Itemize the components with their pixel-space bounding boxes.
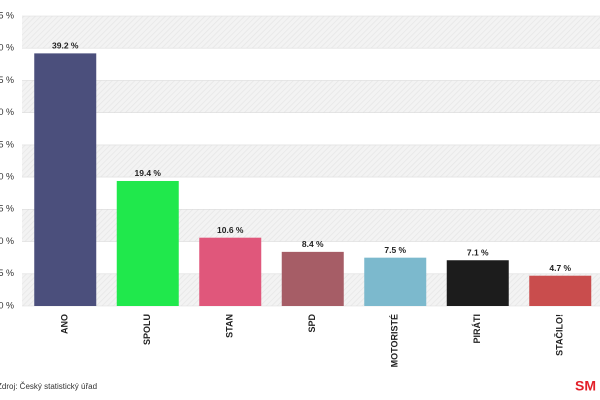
y-tick-label: 30 % [0,107,14,117]
source: Zdroj: Český statistický úřad [0,382,97,391]
value-label: 4.7 % [549,263,571,273]
y-tick-label: 35 % [0,75,14,85]
value-label: 7.5 % [384,245,406,255]
y-tick-label: 10 % [0,236,14,246]
x-tick-label: ANO [60,314,70,334]
y-tick-label: 20 % [0,171,14,181]
x-tick-label: SPD [307,314,317,333]
y-tick-label: 25 % [0,139,14,149]
grid-band [22,16,600,49]
value-label: 10.6 % [217,225,244,235]
y-tick-label: 45 % [0,10,14,20]
bar [199,237,262,306]
value-label: 8.4 % [302,239,324,249]
x-tick-label: STAN [225,314,235,338]
x-tick-label: SPOLU [142,314,152,345]
bar [34,53,97,306]
y-tick-label: 5 % [0,268,14,278]
bar [446,260,509,306]
grid-band [22,144,600,178]
value-label: 39.2 % [52,41,79,51]
y-tick-label: 40 % [0,43,14,53]
grid-band [22,209,600,242]
grid-band [22,80,600,113]
value-label: 19.4 % [135,168,162,178]
bar [364,257,427,306]
y-tick-label: 0 % [0,300,14,310]
logo: SM [575,378,596,394]
x-tick-label: STAČILO! [554,314,565,356]
y-tick-label: 15 % [0,204,14,214]
value-label: 7.1 % [467,247,489,257]
bar [116,180,179,306]
bar [529,275,592,306]
bar [281,251,344,306]
x-tick-label: PIRÁTI [472,314,482,344]
x-tick-label: MOTORISTÉ [390,314,400,367]
